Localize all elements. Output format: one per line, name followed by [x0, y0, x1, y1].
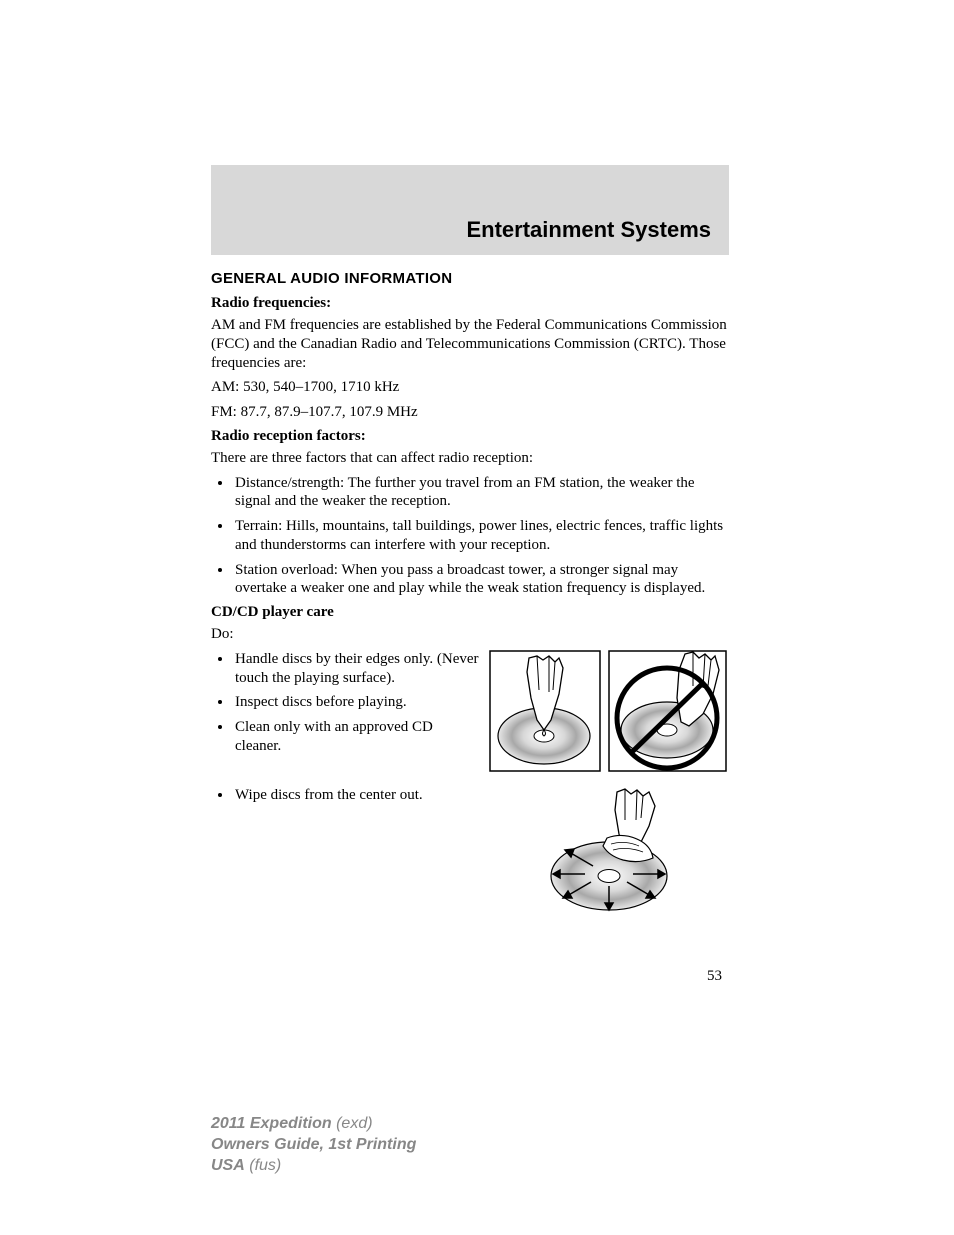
- cd-wipe-icon: [539, 786, 679, 916]
- footer-model: 2011 Expedition: [211, 1115, 332, 1132]
- wipe-list: Wipe discs from the center out.: [233, 786, 479, 805]
- footer-line-1: 2011 Expedition (exd): [211, 1114, 416, 1135]
- do-label: Do:: [211, 625, 729, 644]
- main-content: GENERAL AUDIO INFORMATION Radio frequenc…: [211, 270, 729, 916]
- footer-region: USA: [211, 1157, 245, 1174]
- list-item: Distance/strength: The further you trave…: [233, 474, 729, 512]
- list-item: Wipe discs from the center out.: [233, 786, 479, 805]
- list-item: Handle discs by their edges only. (Never…: [233, 650, 479, 688]
- header-bar: Entertainment Systems: [211, 165, 729, 255]
- reception-list: Distance/strength: The further you trave…: [233, 474, 729, 599]
- list-item: Station overload: When you pass a broadc…: [233, 561, 729, 599]
- list-item: Terrain: Hills, mountains, tall building…: [233, 517, 729, 555]
- reception-intro: There are three factors that can affect …: [211, 449, 729, 468]
- reception-heading: Radio reception factors:: [211, 428, 729, 445]
- cd-handling-illustration: [489, 650, 729, 772]
- list-item: Inspect discs before playing.: [233, 693, 479, 712]
- do-list: Handle discs by their edges only. (Never…: [233, 650, 479, 756]
- wipe-text-col: Wipe discs from the center out.: [211, 786, 479, 811]
- do-section: Handle discs by their edges only. (Never…: [211, 650, 729, 772]
- do-text-col: Handle discs by their edges only. (Never…: [211, 650, 479, 762]
- footer: 2011 Expedition (exd) Owners Guide, 1st …: [211, 1114, 416, 1176]
- page-title: Entertainment Systems: [466, 217, 711, 243]
- radio-freq-heading: Radio frequencies:: [211, 295, 729, 312]
- cd-wipe-illustration: [489, 786, 729, 916]
- fm-line: FM: 87.7, 87.9–107.7, 107.9 MHz: [211, 403, 729, 422]
- page-number: 53: [707, 968, 722, 985]
- list-item: Clean only with an approved CD cleaner.: [233, 718, 479, 756]
- radio-freq-para: AM and FM frequencies are established by…: [211, 316, 729, 372]
- footer-line-3: USA (fus): [211, 1156, 416, 1177]
- section-heading: GENERAL AUDIO INFORMATION: [211, 270, 729, 287]
- footer-code: (exd): [336, 1115, 372, 1132]
- footer-region-code: (fus): [249, 1157, 281, 1174]
- wipe-section: Wipe discs from the center out.: [211, 786, 729, 916]
- am-line: AM: 530, 540–1700, 1710 kHz: [211, 378, 729, 397]
- cd-handling-icon: [489, 650, 727, 772]
- cd-heading: CD/CD player care: [211, 604, 729, 621]
- footer-line-2: Owners Guide, 1st Printing: [211, 1135, 416, 1156]
